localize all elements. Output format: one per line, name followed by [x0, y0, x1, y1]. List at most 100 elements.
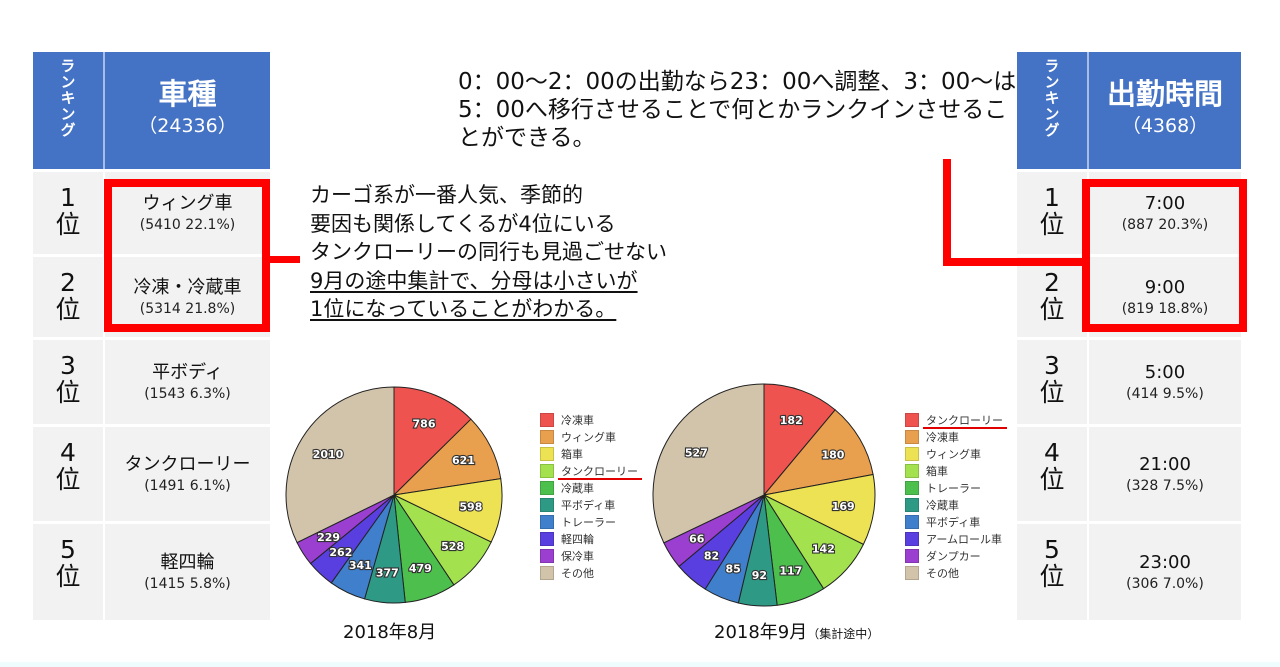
legend-swatch: [540, 531, 554, 546]
value-detail: (414 9.5%): [1126, 386, 1204, 402]
slice-label: 180: [821, 449, 844, 462]
legend-item: トレーラー: [905, 479, 1003, 496]
value-name: 軽四輪: [160, 552, 215, 573]
note-line-underlined: 1位になっていることがわかる。: [310, 297, 617, 321]
legend-september: タンクローリー 冷凍車 ウィング車 箱車 トレーラー 冷蔵車 平ボディ車 アームロール車 ダンプ…: [905, 411, 1007, 581]
legend-swatch: [905, 531, 919, 546]
pie-slice: [762, 473, 876, 546]
pie-slice: [393, 386, 472, 497]
legend-item: タンクローリー: [540, 462, 638, 479]
legend-swatch: [540, 497, 554, 512]
legend-label: その他: [561, 566, 594, 580]
table-title: 車種: [158, 77, 217, 111]
legend-item: その他: [905, 564, 1003, 581]
legend-label: 平ボディ車: [561, 498, 616, 512]
slice-label: 229: [317, 531, 340, 544]
vehicle-type-header: 車種 （24336）: [105, 52, 270, 169]
legend-label: トレーラー: [926, 481, 981, 495]
value-cell: タンクローリー (1491 6.1%): [105, 427, 270, 521]
legend-item: アームロール車: [905, 530, 1003, 547]
legend-label: 冷蔵車: [926, 498, 959, 512]
value-name: 5:00: [1144, 362, 1186, 383]
note-line: 要因も関係してくるが4位にいる: [310, 211, 616, 236]
adjustment-note: 0：00〜2：00の出勤なら23：00へ調整、3：00〜は5：00へ移行させるこ…: [458, 69, 1017, 151]
slice-label: 377: [376, 566, 399, 579]
slice-label: 66: [689, 532, 705, 545]
rank-header-label: ランキング: [1042, 58, 1061, 138]
legend-swatch: [540, 548, 554, 563]
legend-august: 冷凍車 ウィング車 箱車 タンクローリー 冷蔵車 平ボディ車 トレーラー 軽四輪 保冷車 その他: [540, 411, 642, 581]
chart-caption-august: 2018年8月: [343, 622, 437, 643]
highlight-box-vehicle-top2: [104, 179, 270, 332]
legend-swatch: [905, 548, 919, 563]
rank-column-header: ランキング: [33, 52, 105, 169]
legend-label: ダンプカー: [926, 549, 981, 563]
slice-label: 527: [685, 446, 708, 459]
connector-line-left: [270, 256, 300, 263]
value-name: ウィング車: [142, 193, 233, 214]
slice-label: 142: [812, 542, 835, 555]
legend-swatch: [905, 497, 919, 512]
slice-label: 528: [441, 540, 464, 553]
pie-slice: [763, 383, 836, 497]
legend-label: 冷蔵車: [561, 481, 594, 495]
slice-label: 598: [459, 501, 482, 514]
slice-label: 182: [780, 414, 803, 427]
chart-caption-september: 2018年9月（集計途中）: [714, 622, 880, 643]
legend-item: その他: [540, 564, 638, 581]
pie-chart-august: 786 621 598 528 479 377 341 262 229 2010: [284, 382, 504, 608]
slice-label: 786: [413, 417, 436, 430]
table-header: ランキング 車種 （24336）: [33, 52, 270, 169]
legend-swatch: [905, 514, 919, 529]
value-name: 21:00: [1139, 454, 1191, 475]
legend-item: 平ボディ車: [905, 513, 1003, 530]
legend-label: 保冷車: [561, 549, 594, 563]
legend-swatch: [540, 446, 554, 461]
legend-swatch: [540, 514, 554, 529]
legend-label: 軽四輪: [561, 532, 594, 546]
legend-label: トレーラー: [561, 515, 616, 529]
legend-item: 冷蔵車: [540, 479, 638, 496]
legend-label: タンクローリー: [926, 413, 1003, 427]
pie-chart-september: 182 180 169 142 117 92 85 82 66 527: [650, 382, 878, 608]
highlight-box-time-top2: [1082, 179, 1247, 332]
slice-label: 82: [704, 549, 719, 562]
value-detail: (1415 5.8%): [144, 576, 231, 592]
slice-label: 169: [832, 500, 855, 513]
value-cell: 軽四輪 (1415 5.8%): [105, 524, 270, 620]
pie-slice: [652, 383, 765, 544]
start-time-header: 出勤時間 （4368）: [1089, 52, 1241, 169]
legend-swatch: [540, 480, 554, 495]
value-cell: 21:00 (328 7.5%): [1089, 427, 1241, 521]
legend-swatch: [905, 446, 919, 461]
connector-line-vertical: [943, 159, 951, 266]
legend-swatch: [905, 463, 919, 478]
legend-label: 冷凍車: [926, 430, 959, 444]
value-cell: 23:00 (306 7.0%): [1089, 524, 1241, 620]
value-detail: (5410 22.1%): [139, 217, 236, 233]
legend-label: 平ボディ車: [926, 515, 981, 529]
value-detail: (5314 21.8%): [139, 301, 236, 317]
legend-item: 箱車: [905, 462, 1003, 479]
value-cell: 5:00 (414 9.5%): [1089, 340, 1241, 424]
value-name: タンクローリー: [124, 454, 251, 475]
legend-label: アームロール車: [926, 532, 1003, 546]
note-line-underlined: 9月の途中集計で、分母は小さいが: [310, 268, 638, 293]
value-name: 冷凍・冷蔵車: [133, 277, 242, 298]
legend-label: 冷凍車: [561, 413, 594, 427]
